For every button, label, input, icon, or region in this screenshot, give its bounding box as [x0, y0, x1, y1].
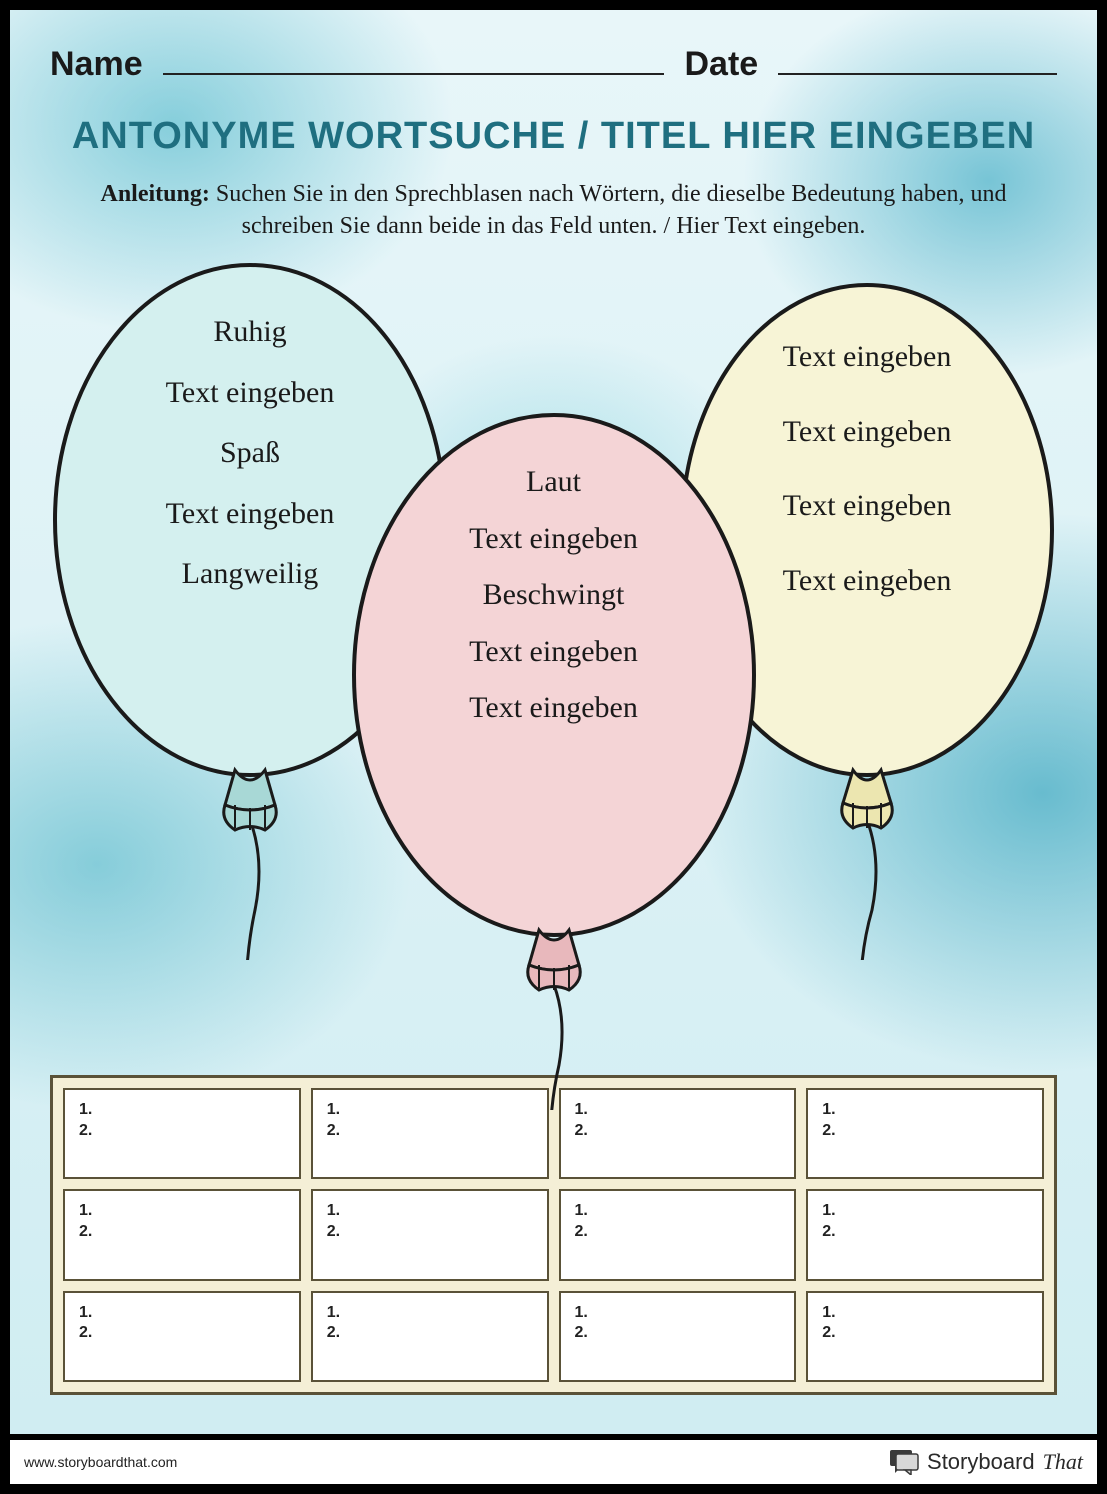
brand-text-a: Storyboard: [927, 1449, 1035, 1475]
cell-line2: 2.: [575, 1323, 781, 1344]
brand-text-b: That: [1043, 1449, 1083, 1475]
cell-line2: 2.: [575, 1222, 781, 1243]
footer: www.storyboardthat.com Storyboard That: [10, 1440, 1097, 1484]
cell-line1: 1.: [575, 1303, 781, 1324]
instructions: Anleitung: Suchen Sie in den Sprechblase…: [60, 178, 1047, 243]
cell-line1: 1.: [327, 1303, 533, 1324]
cell-line1: 1.: [79, 1201, 285, 1222]
cell-line1: 1.: [822, 1201, 1028, 1222]
balloons-area: Ruhig Text eingeben Spaß Text eingeben L…: [10, 260, 1097, 1090]
answer-cell[interactable]: 1.2.: [63, 1291, 301, 1382]
speech-bubble-icon: [889, 1449, 919, 1475]
cell-line1: 1.: [575, 1201, 781, 1222]
answer-cell[interactable]: 1.2.: [806, 1189, 1044, 1280]
balloon-word: Text eingeben: [707, 340, 1027, 375]
cell-line1: 1.: [822, 1303, 1028, 1324]
balloon-word: Ruhig: [82, 315, 418, 350]
cell-line2: 2.: [327, 1323, 533, 1344]
header-row: Name Date: [50, 45, 1057, 84]
cell-line1: 1.: [327, 1201, 533, 1222]
instructions-lead: Anleitung:: [100, 181, 209, 207]
cell-line1: 1.: [822, 1100, 1028, 1121]
answer-cell[interactable]: 1.2.: [311, 1291, 549, 1382]
cell-line2: 2.: [575, 1121, 781, 1142]
cell-line1: 1.: [79, 1303, 285, 1324]
worksheet-page: Name Date ANTONYME WORTSUCHE / TITEL HIE…: [10, 10, 1097, 1434]
cell-line2: 2.: [79, 1222, 285, 1243]
answer-cell[interactable]: 1.2.: [63, 1088, 301, 1179]
name-label: Name: [50, 45, 143, 84]
worksheet-title: ANTONYME WORTSUCHE / TITEL HIER EINGEBEN: [10, 115, 1097, 158]
balloon-word: Text eingeben: [382, 691, 726, 726]
balloon-center-words: Laut Text eingeben Beschwingt Text einge…: [382, 465, 726, 726]
footer-url: www.storyboardthat.com: [24, 1454, 177, 1470]
date-input-line[interactable]: [778, 49, 1057, 75]
balloon-center: Laut Text eingeben Beschwingt Text einge…: [339, 410, 769, 1110]
cell-line2: 2.: [327, 1222, 533, 1243]
cell-line2: 2.: [822, 1222, 1028, 1243]
name-input-line[interactable]: [163, 49, 665, 75]
cell-line1: 1.: [79, 1100, 285, 1121]
cell-line2: 2.: [79, 1323, 285, 1344]
answer-grid: 1.2. 1.2. 1.2. 1.2. 1.2. 1.2. 1.2. 1.2. …: [50, 1075, 1057, 1395]
answer-cell[interactable]: 1.2.: [806, 1291, 1044, 1382]
balloon-word: Beschwingt: [382, 578, 726, 613]
balloon-word: Text eingeben: [382, 635, 726, 670]
footer-brand: Storyboard That: [889, 1449, 1083, 1475]
answer-cell[interactable]: 1.2.: [806, 1088, 1044, 1179]
date-label: Date: [684, 45, 758, 84]
answer-cell[interactable]: 1.2.: [63, 1189, 301, 1280]
answer-cell[interactable]: 1.2.: [559, 1291, 797, 1382]
cell-line2: 2.: [79, 1121, 285, 1142]
answer-cell[interactable]: 1.2.: [311, 1189, 549, 1280]
cell-line2: 2.: [822, 1121, 1028, 1142]
instructions-body: Suchen Sie in den Sprechblasen nach Wört…: [216, 181, 1007, 239]
balloon-word: Laut: [382, 465, 726, 500]
balloon-word: Text eingeben: [382, 522, 726, 557]
balloon-word: Text eingeben: [82, 376, 418, 411]
cell-line2: 2.: [327, 1121, 533, 1142]
cell-line2: 2.: [822, 1323, 1028, 1344]
answer-cell[interactable]: 1.2.: [559, 1189, 797, 1280]
